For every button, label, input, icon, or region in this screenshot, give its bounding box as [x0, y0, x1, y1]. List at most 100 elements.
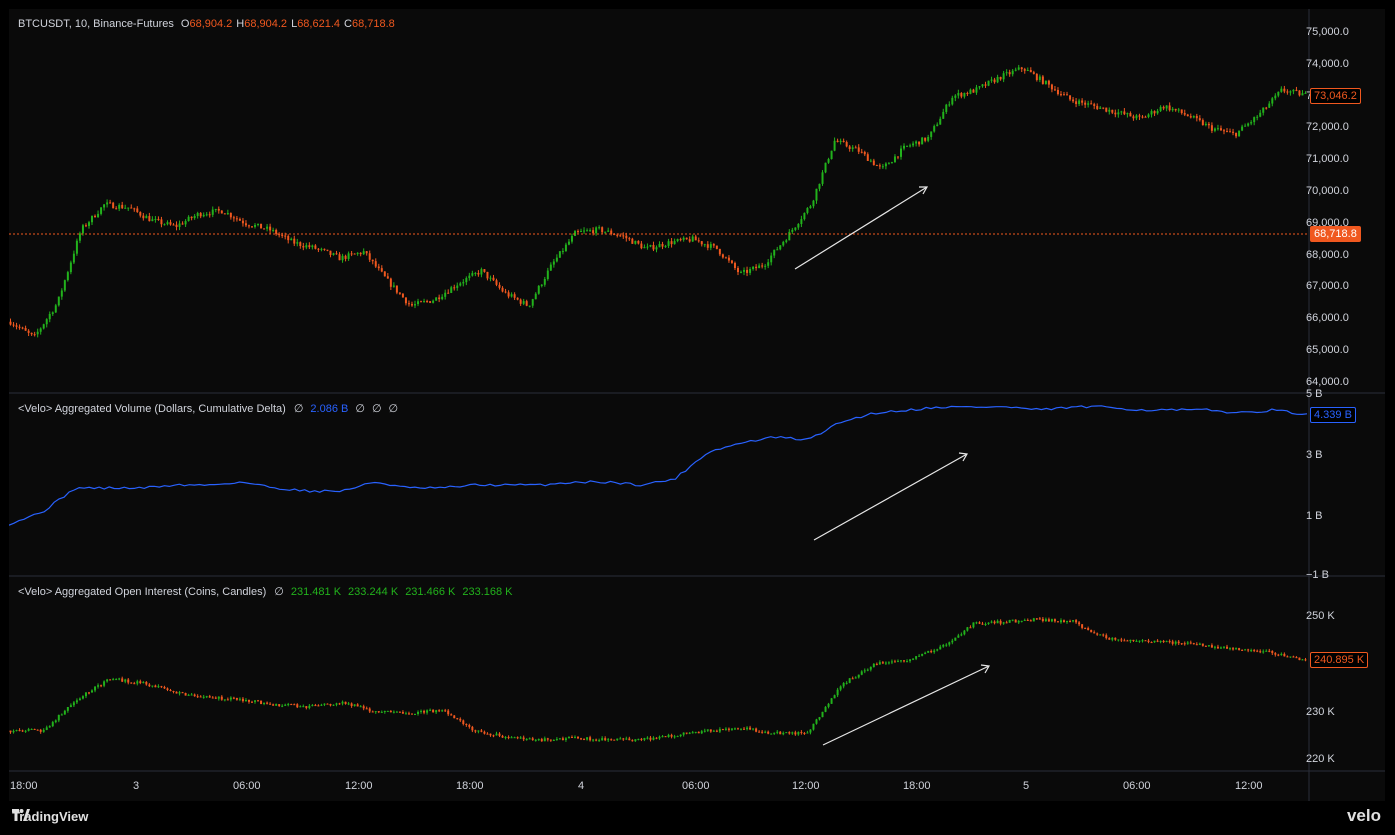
candle-body — [69, 705, 72, 708]
candle-body — [516, 297, 519, 300]
candle-body — [335, 703, 338, 705]
candle-body — [836, 140, 839, 143]
candle-body — [812, 200, 815, 207]
candle-body — [851, 147, 854, 149]
candle-body — [97, 213, 100, 218]
candle-body — [1283, 653, 1286, 657]
candle-body — [166, 688, 169, 691]
candle-body — [163, 224, 166, 226]
candle-body — [727, 257, 730, 261]
candle-body — [1053, 89, 1056, 91]
candle-body — [392, 711, 395, 713]
volume-legend[interactable]: <Velo> Aggregated Volume (Dollars, Cumul… — [18, 402, 398, 416]
candle-body — [1138, 115, 1141, 117]
candle-body — [1244, 649, 1247, 651]
candle-body — [673, 736, 676, 738]
candle-body — [217, 208, 220, 211]
candle-body — [909, 145, 912, 147]
candle-body — [794, 227, 797, 230]
candle-body — [1108, 109, 1111, 112]
candle-body — [1150, 111, 1153, 115]
candle-body — [187, 216, 190, 222]
candle-body — [504, 736, 507, 738]
candle-body — [589, 737, 592, 741]
price-legend[interactable]: BTCUSDT, 10, Binance-Futures O 68,904.2 H… — [18, 18, 395, 30]
candle-body — [667, 734, 670, 738]
candle-body — [815, 188, 818, 201]
candle-body — [1265, 650, 1268, 652]
time-axis-tick: 12:00 — [1235, 780, 1263, 792]
candle-body — [81, 696, 84, 699]
arrow-head-volume — [958, 452, 968, 462]
candle-body — [24, 730, 27, 732]
candle-body — [1304, 659, 1307, 661]
candle-body — [18, 730, 21, 732]
oi-legend[interactable]: <Velo> Aggregated Open Interest (Coins, … — [18, 585, 513, 599]
candle-body — [395, 285, 398, 293]
candle-body — [604, 738, 607, 741]
candle-body — [715, 730, 718, 732]
candle-body — [1235, 648, 1238, 650]
candle-body — [733, 262, 736, 269]
candle-body — [1150, 642, 1153, 644]
candle-body — [592, 230, 595, 234]
candle-body — [782, 241, 785, 246]
candle-body — [1144, 640, 1147, 642]
candle-body — [72, 702, 75, 706]
candle-body — [703, 244, 706, 246]
candle-body — [637, 240, 640, 244]
candle-body — [601, 738, 604, 741]
tradingview-logo[interactable]: TradingView — [12, 809, 88, 824]
chart-area[interactable]: BTCUSDT, 10, Binance-Futures O 68,904.2 H… — [9, 9, 1385, 801]
candle-body — [1050, 619, 1053, 622]
symbol-label[interactable]: BTCUSDT, 10, Binance-Futures — [18, 18, 174, 30]
candle-body — [404, 713, 407, 715]
candle-body — [480, 269, 483, 275]
candle-body — [223, 699, 226, 701]
velo-logo[interactable]: velo — [1346, 806, 1381, 825]
candle-body — [63, 280, 66, 291]
candle-body — [211, 209, 214, 215]
candle-body — [625, 235, 628, 239]
candle-body — [827, 159, 830, 163]
candle-body — [583, 739, 586, 741]
candle-body — [534, 293, 537, 300]
candle-body — [1029, 620, 1032, 622]
candle-body — [1153, 111, 1156, 114]
candle-body — [383, 271, 386, 277]
candle-body — [190, 694, 193, 696]
candle-body — [812, 723, 815, 730]
candle-body — [507, 292, 510, 297]
candle-body — [1241, 649, 1244, 651]
tradingview-label: TradingView — [12, 809, 89, 824]
chart-canvas[interactable] — [9, 9, 1385, 801]
candle-body — [359, 252, 362, 255]
candle-body — [1153, 640, 1156, 643]
candle-body — [598, 740, 601, 742]
candle-body — [489, 277, 492, 279]
volume-indicator-title[interactable]: <Velo> Aggregated Volume (Dollars, Cumul… — [18, 402, 286, 415]
candle-body — [800, 219, 803, 225]
candle-body — [580, 231, 583, 233]
candle-body — [1090, 103, 1093, 105]
candle-body — [643, 738, 646, 740]
candle-body — [1011, 70, 1014, 75]
candle-body — [1008, 619, 1011, 623]
candle-body — [504, 291, 507, 293]
candle-body — [1044, 619, 1047, 622]
candle-body — [1259, 112, 1262, 117]
oi-indicator-title[interactable]: <Velo> Aggregated Open Interest (Coins, … — [18, 585, 267, 598]
candle-body — [890, 162, 893, 164]
candle-body — [84, 225, 87, 227]
oi-axis-tick: 230 K — [1306, 706, 1335, 718]
candle-body — [420, 301, 423, 303]
candle-body — [815, 719, 818, 724]
candle-body — [860, 671, 863, 675]
candle-body — [465, 724, 468, 726]
candle-body — [598, 227, 601, 229]
candle-body — [610, 230, 613, 235]
candle-body — [540, 739, 543, 742]
candle-body — [1020, 620, 1023, 622]
candle-body — [685, 732, 688, 734]
candle-body — [845, 142, 848, 147]
